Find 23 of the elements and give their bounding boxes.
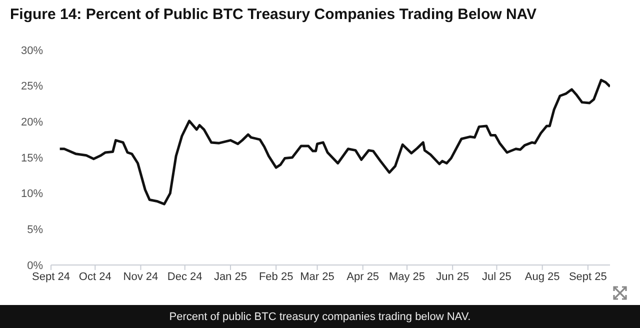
x-tick-label: Oct 24 xyxy=(78,270,112,283)
x-tick-label: Jul 25 xyxy=(482,270,512,283)
y-tick-label: 10% xyxy=(20,188,44,200)
y-tick-label: 30% xyxy=(20,44,44,57)
x-tick-label: Jan 25 xyxy=(214,270,247,283)
x-tick-label: May 25 xyxy=(388,270,426,283)
x-tick-label: Sept 24 xyxy=(32,270,70,283)
x-tick-label: Feb 25 xyxy=(258,270,294,283)
x-tick-label: Nov 24 xyxy=(123,270,158,283)
x-tick-label: Jun 25 xyxy=(436,270,470,283)
y-tick-label: 15% xyxy=(20,152,44,164)
x-tick-label: Sept 25 xyxy=(568,270,607,283)
y-tick-label: 5% xyxy=(27,224,44,236)
x-tick-label: Mar 25 xyxy=(300,270,334,283)
line-series xyxy=(58,78,610,206)
x-tick-label: Aug 25 xyxy=(524,270,560,283)
x-tick-label: Dec 24 xyxy=(167,270,202,283)
chart-title: Figure 14: Percent of Public BTC Treasury Companies Trading Below NAV xyxy=(10,6,537,23)
y-tick-label: 25% xyxy=(20,80,44,93)
y-tick-label: 0% xyxy=(27,260,44,272)
text: Percent of public BTC treasury companies trading below NAV. xyxy=(169,310,471,322)
x-tick-label: Apr 25 xyxy=(346,270,380,283)
y-tick-label: 20% xyxy=(20,116,44,129)
